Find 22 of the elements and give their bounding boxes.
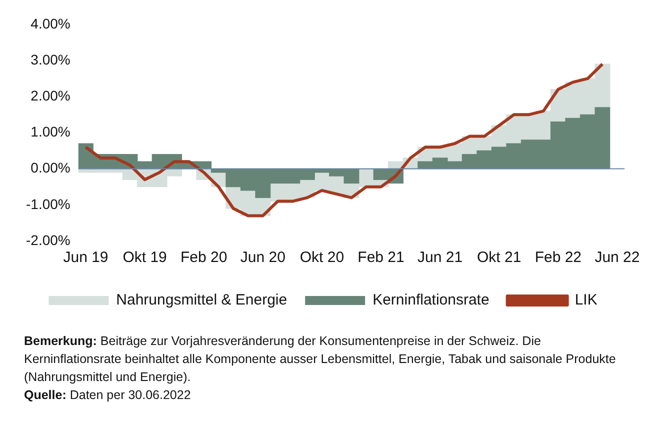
y-tick-label: 3.00% <box>30 51 70 68</box>
x-tick-label: Jun 19 <box>63 249 108 266</box>
y-tick-label: -1.00% <box>26 196 70 212</box>
x-tick-label: Okt 19 <box>122 249 167 266</box>
y-tick-label: 0.00% <box>30 160 70 176</box>
legend-label: Kerninflationsrate <box>372 292 490 309</box>
x-tick-label: Feb 20 <box>180 249 228 266</box>
x-tick-label: Jun 22 <box>594 249 640 266</box>
legend-label: Nahrungsmittel & Energie <box>116 292 288 309</box>
x-tick-label: Feb 22 <box>534 249 582 266</box>
x-tick-label: Okt 20 <box>300 249 344 266</box>
text: Bemerkung: Beiträge zur Vorjahresveränderung der Konsumentenpreise in der Schweiz. Die Kerninflationsrate beinhaltet alle Komponente ausser Lebensmittel, Energie, Tabak und saisonale Produkte (Nahrungsmittel und Energie). <box>24 334 616 384</box>
y-tick-label: -2.00% <box>26 232 70 248</box>
legend-label: LIK <box>574 292 598 309</box>
y-tick-label: 2.00% <box>30 87 70 104</box>
x-tick-label: Jun 20 <box>240 249 286 266</box>
y-tick-label: 4.00% <box>30 15 70 32</box>
x-tick-label: Okt 21 <box>477 249 522 266</box>
y-tick-label: 1.00% <box>30 124 70 140</box>
x-tick-label: Feb 21 <box>358 249 404 266</box>
source-note: Quelle: Daten per 30.06.2022 <box>24 388 191 402</box>
x-tick-label: Jun 21 <box>418 249 463 266</box>
